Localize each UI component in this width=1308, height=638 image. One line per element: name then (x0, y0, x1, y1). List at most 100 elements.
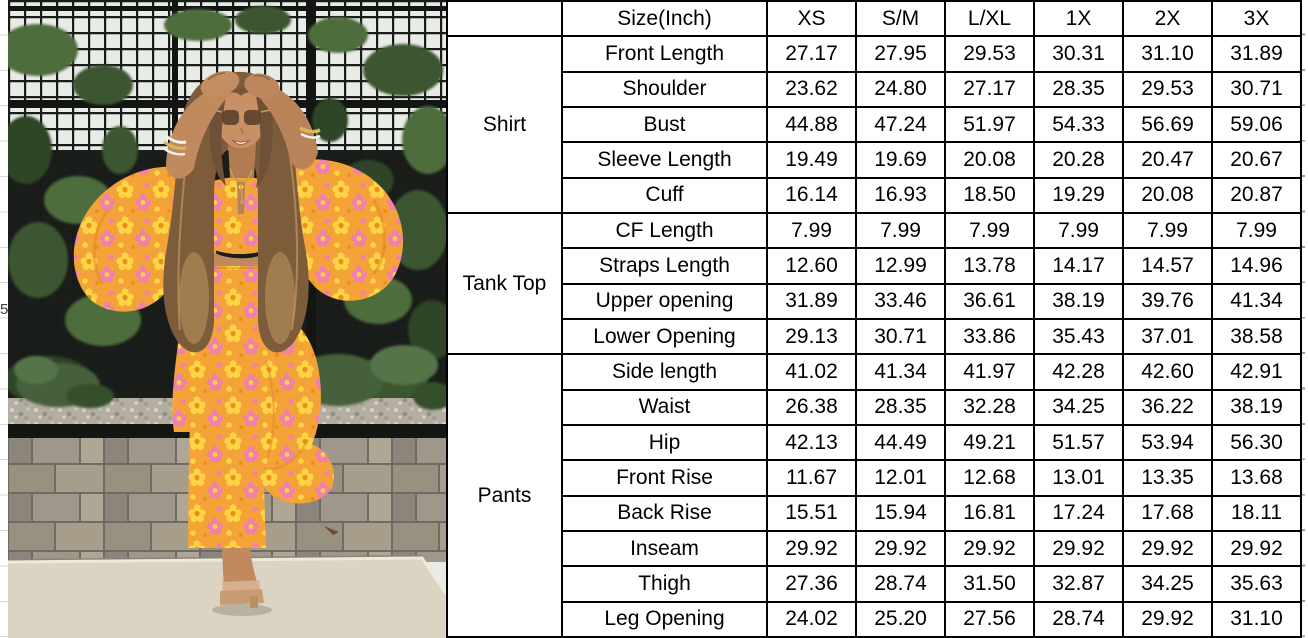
group-cell: Shirt (446, 35, 563, 214)
value-cell: 32.28 (944, 388, 1035, 426)
table-row: Cuff 16.14 16.93 18.50 19.29 20.08 20.87 (447, 176, 1302, 214)
measure-label-cell: Waist (561, 388, 768, 426)
value-cell: 38.19 (1211, 388, 1302, 426)
size-col-header: L/XL (944, 0, 1035, 38)
value-cell: 14.96 (1211, 247, 1302, 285)
value-cell: 20.08 (1122, 176, 1213, 214)
value-cell: 35.63 (1211, 565, 1302, 603)
size-chart-table: Size(Inch) XS S/M L/XL 1X 2X 3X Shirt Front Leng… (446, 0, 1302, 638)
value-cell: 29.53 (1122, 70, 1213, 108)
necklace (229, 167, 253, 204)
size-col-header: 2X (1122, 0, 1213, 38)
value-cell: 44.49 (855, 423, 946, 462)
value-cell: 29.53 (944, 35, 1035, 73)
size-col-header: 1X (1033, 0, 1124, 38)
measure-label-cell: Upper opening (561, 282, 768, 320)
value-cell: 29.92 (1122, 529, 1213, 568)
size-chart-body: Size(Inch) XS S/M L/XL 1X 2X 3X Shirt Front Leng… (446, 0, 1302, 638)
product-photo (8, 0, 446, 638)
spreadsheet-gutter-right (1302, 0, 1308, 638)
value-cell: 29.92 (855, 529, 946, 568)
table-row: Hip 42.13 44.49 49.21 51.57 53.94 56.30 (447, 423, 1302, 462)
measure-label-cell: Front Rise (561, 459, 768, 497)
gridline-stubs (1302, 0, 1305, 638)
value-cell: 19.49 (766, 141, 857, 179)
model (73, 71, 404, 616)
value-cell: 33.46 (855, 282, 946, 320)
table-row: Upper opening 31.89 33.46 36.61 38.19 39.76 41… (447, 282, 1302, 320)
table-row: Inseam 29.92 29.92 29.92 29.92 29.92 29.92 (447, 529, 1302, 568)
table-row: Back Rise 15.51 15.94 16.81 17.24 17.68 18.11 (447, 494, 1302, 532)
value-cell: 37.01 (1122, 317, 1213, 356)
value-cell: 39.76 (1122, 282, 1213, 320)
value-cell: 31.10 (1122, 35, 1213, 73)
value-cell: 13.01 (1033, 459, 1124, 497)
value-cell: 20.47 (1122, 141, 1213, 179)
value-cell: 42.91 (1211, 353, 1302, 391)
value-cell: 29.92 (1033, 529, 1124, 568)
measure-label-cell: Sleeve Length (561, 141, 768, 179)
value-cell: 7.99 (944, 211, 1035, 250)
measure-label-cell: Front Length (561, 35, 768, 73)
value-cell: 28.74 (855, 565, 946, 603)
table-row: Straps Length 12.60 12.99 13.78 14.17 14.57 14… (447, 247, 1302, 285)
value-cell: 29.13 (766, 317, 857, 356)
value-cell: 30.71 (855, 317, 946, 356)
value-cell: 17.68 (1122, 494, 1213, 532)
value-cell: 51.97 (944, 105, 1035, 144)
table-row: Shoulder 23.62 24.80 27.17 28.35 29.53 30.71 (447, 70, 1302, 108)
value-cell: 14.17 (1033, 247, 1124, 285)
row-number-fragment: 5 (0, 301, 9, 318)
value-cell: 28.35 (855, 388, 946, 426)
value-cell: 38.19 (1033, 282, 1124, 320)
value-cell: 32.87 (1033, 565, 1124, 603)
value-cell: 16.14 (766, 176, 857, 214)
value-cell: 15.94 (855, 494, 946, 532)
product-photo-svg (8, 0, 446, 638)
size-unit-header: Size(Inch) (561, 0, 768, 38)
value-cell: 26.38 (766, 388, 857, 426)
size-col-header: XS (766, 0, 857, 38)
value-cell: 27.17 (766, 35, 857, 73)
value-cell: 24.02 (766, 600, 857, 638)
size-chart-panel: Size(Inch) XS S/M L/XL 1X 2X 3X Shirt Front Leng… (446, 0, 1302, 638)
measure-label-cell: Shoulder (561, 70, 768, 108)
value-cell: 7.99 (1211, 211, 1302, 250)
value-cell: 15.51 (766, 494, 857, 532)
value-cell: 31.50 (944, 565, 1035, 603)
gravel-plants (14, 345, 446, 410)
face (209, 88, 273, 204)
value-cell: 20.08 (944, 141, 1035, 179)
header-row: Size(Inch) XS S/M L/XL 1X 2X 3X (446, 0, 1302, 38)
value-cell: 35.43 (1033, 317, 1124, 356)
value-cell: 19.29 (1033, 176, 1124, 214)
measure-label-cell: Leg Opening (561, 600, 768, 638)
table-corner-cell (446, 0, 563, 38)
measure-label-cell: Straps Length (561, 247, 768, 285)
value-cell: 44.88 (766, 105, 857, 144)
value-cell: 42.60 (1122, 353, 1213, 391)
value-cell: 31.89 (766, 282, 857, 320)
size-col-header: 3X (1211, 0, 1302, 38)
value-cell: 16.93 (855, 176, 946, 214)
value-cell: 7.99 (766, 211, 857, 250)
table-row: Lower Opening 29.13 30.71 33.86 35.43 37.01 38… (447, 317, 1302, 356)
value-cell: 13.35 (1122, 459, 1213, 497)
value-cell: 49.21 (944, 423, 1035, 462)
arms (162, 71, 321, 179)
value-cell: 29.92 (1122, 600, 1213, 638)
table-row: Leg Opening 24.02 25.20 27.56 28.74 29.92 31.1… (447, 600, 1302, 638)
value-cell: 36.61 (944, 282, 1035, 320)
value-cell: 28.74 (1033, 600, 1124, 638)
value-cell: 12.01 (855, 459, 946, 497)
value-cell: 42.28 (1033, 353, 1124, 391)
value-cell: 12.60 (766, 247, 857, 285)
measure-label-cell: Back Rise (561, 494, 768, 532)
bracelets (162, 126, 321, 156)
value-cell: 20.87 (1211, 176, 1302, 214)
value-cell: 17.24 (1033, 494, 1124, 532)
value-cell: 12.99 (855, 247, 946, 285)
measure-label-cell: Inseam (561, 529, 768, 568)
value-cell: 56.69 (1122, 105, 1213, 144)
